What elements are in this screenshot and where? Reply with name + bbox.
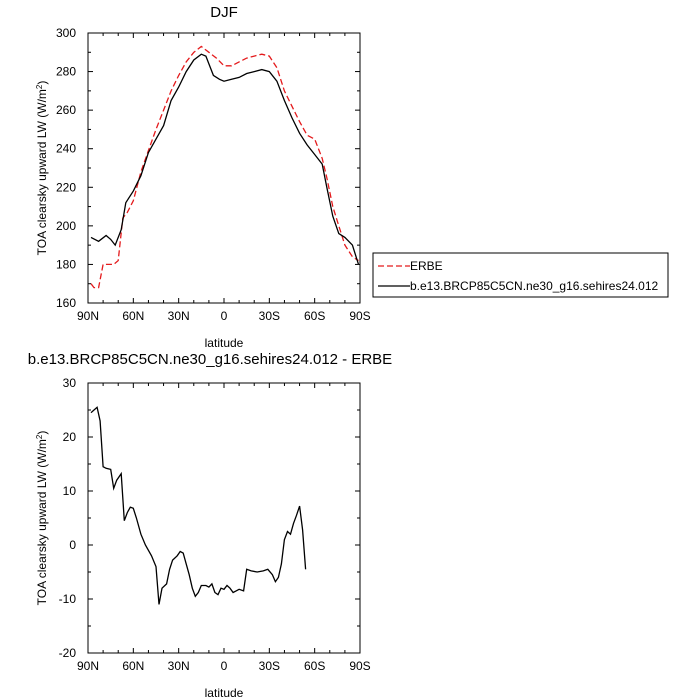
y-tick-label: -20 <box>59 646 77 660</box>
y-tick-label: 10 <box>63 484 77 498</box>
plot-frame <box>87 32 361 304</box>
series-group <box>90 406 307 605</box>
y-tick-label: 280 <box>56 65 76 79</box>
y-axis-label-unit: W/m <box>35 439 49 464</box>
y-tick-label: 180 <box>56 257 76 271</box>
x-tick-label: 90N <box>77 659 99 673</box>
y-tick-label: -10 <box>59 592 77 606</box>
legend-entry-label: b.e13.BRCP85C5CN.ne30_g16.sehires24.012 <box>410 279 658 293</box>
y-axis-label-unit: W/m <box>35 89 49 114</box>
x-axis-label: latitude <box>205 336 244 350</box>
plot-area <box>87 382 361 654</box>
y-tick-label: 0 <box>69 538 76 552</box>
series-line-1 <box>90 53 360 265</box>
panel-bottom-difference: b.e13.BRCP85C5CN.ne30_g16.sehires24.012 … <box>28 351 392 700</box>
x-tick-label: 30N <box>168 659 190 673</box>
x-axis-ticks: 90N 60N 30N 0 30S 60S 90S <box>77 33 371 323</box>
y-axis-label-text: TOA clearsky upward LW <box>35 470 49 605</box>
x-axis-label: latitude <box>205 686 244 700</box>
y-axis-label: TOA clearsky upward LW (W/m2) <box>35 431 50 606</box>
y-tick-label: 220 <box>56 180 76 194</box>
series-line-0 <box>90 45 359 289</box>
y-tick-label: 160 <box>56 296 76 310</box>
y-axis-label-unit-exp: 2 <box>35 84 44 89</box>
x-tick-label: 90N <box>77 309 99 323</box>
plot-area <box>87 32 361 304</box>
y-tick-label: 200 <box>56 219 76 233</box>
legend: ERBE b.e13.BRCP85C5CN.ne30_g16.sehires24.… <box>372 252 669 298</box>
panel-top-djf: DJF 90N 60N 30N 0 30S 60S 90S 160 180 200 220 240 2… <box>35 4 669 350</box>
chart-title: b.e13.BRCP85C5CN.ne30_g16.sehires24.012 … <box>28 351 392 368</box>
x-tick-label: 60N <box>122 659 144 673</box>
y-tick-label: 300 <box>56 26 76 40</box>
plot-frame <box>87 382 361 654</box>
series-group <box>90 45 360 289</box>
x-tick-label: 0 <box>221 309 228 323</box>
x-tick-label: 30S <box>259 309 280 323</box>
y-axis-label-text: TOA clearsky upward LW <box>35 120 49 255</box>
x-tick-label: 30N <box>168 309 190 323</box>
x-tick-label: 90S <box>349 309 370 323</box>
series-line-0 <box>90 406 307 605</box>
y-tick-label: 20 <box>63 430 77 444</box>
y-axis-label-unit-exp: 2 <box>35 434 44 439</box>
y-axis-ticks: 160 180 200 220 240 260 280 300 <box>56 26 360 310</box>
x-tick-label: 30S <box>259 659 280 673</box>
legend-box <box>372 252 669 298</box>
x-tick-label: 60S <box>304 659 325 673</box>
x-tick-label: 0 <box>221 659 228 673</box>
y-axis-ticks: -20 -10 0 10 20 30 <box>59 376 360 660</box>
x-tick-label: 90S <box>349 659 370 673</box>
legend-entry-label: ERBE <box>410 259 443 273</box>
chart-title: DJF <box>210 4 238 21</box>
y-axis-label: TOA clearsky upward LW (W/m2) <box>35 81 50 256</box>
x-tick-label: 60N <box>122 309 144 323</box>
y-tick-label: 30 <box>63 376 77 390</box>
y-tick-label: 240 <box>56 142 76 156</box>
x-axis-ticks: 90N 60N 30N 0 30S 60S 90S <box>77 383 371 673</box>
y-tick-label: 260 <box>56 103 76 117</box>
x-tick-label: 60S <box>304 309 325 323</box>
